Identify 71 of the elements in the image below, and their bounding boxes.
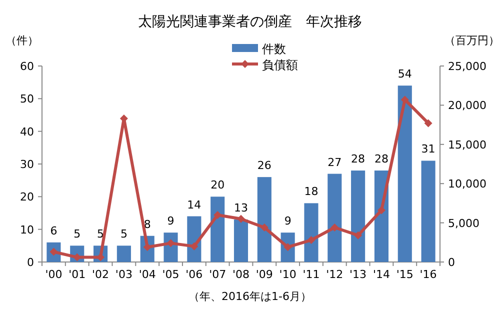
data-label: 9 <box>284 214 292 228</box>
data-label: 9 <box>167 214 174 228</box>
point <box>190 242 198 250</box>
point <box>307 236 316 244</box>
x-tick-label: '11 <box>302 268 320 281</box>
bar <box>421 160 436 262</box>
x-tick-label: '14 <box>372 268 390 281</box>
x-tick-label: '07 <box>209 268 226 281</box>
bar <box>116 246 131 262</box>
x-tick-label: '09 <box>256 268 273 281</box>
x-tick-label: '15 <box>396 268 414 281</box>
data-label: 27 <box>328 156 342 169</box>
data-label: 14 <box>187 198 202 212</box>
y2-tick-label: 20,000 <box>448 99 486 112</box>
data-label: 28 <box>374 152 388 166</box>
y2-tick-label: 10,000 <box>448 178 486 191</box>
x-tick-label: '12 <box>326 268 344 281</box>
point <box>260 224 268 232</box>
y2-tick-label: 25,000 <box>448 60 486 73</box>
legend-label: 負債額 <box>262 58 298 72</box>
y2-tick-label: 15,000 <box>448 138 486 152</box>
data-label: 6 <box>50 224 58 238</box>
bar <box>234 220 248 262</box>
y-tick-label: 40 <box>20 125 34 138</box>
point <box>377 206 386 214</box>
y-tick-label: 60 <box>20 60 34 73</box>
data-label: 18 <box>304 185 318 198</box>
y-tick-label: 10 <box>20 223 34 236</box>
data-label: 26 <box>257 159 272 172</box>
bar <box>304 203 318 262</box>
x-tick-label: '13 <box>350 268 367 281</box>
y2-tick-label: 0 <box>448 256 455 269</box>
x-tick-label: '16 <box>420 268 437 281</box>
x-tick-label: '03 <box>115 268 132 281</box>
data-label: 13 <box>234 202 248 215</box>
y-tick-label: 50 <box>20 92 34 106</box>
y-tick-label: 0 <box>27 256 34 269</box>
y-axis-title: （件） <box>6 34 38 47</box>
x-tick-label: '02 <box>92 268 110 281</box>
x-axis-title: （年、2016年は1-6月） <box>188 290 312 303</box>
y2-tick-label: 5,000 <box>448 216 480 230</box>
x-tick-label: '00 <box>45 268 62 281</box>
x-tick-label: '05 <box>162 268 180 281</box>
data-label: 5 <box>97 228 104 241</box>
bar <box>351 170 366 262</box>
bar <box>257 177 272 262</box>
point <box>400 96 409 104</box>
x-tick-label: '04 <box>138 268 156 281</box>
chart-title: 太陽光関連事業者の倒産 年次推移 <box>138 14 362 30</box>
x-tick-label: '01 <box>68 268 86 281</box>
data-label: 28 <box>351 152 366 166</box>
point <box>237 214 245 223</box>
y-tick-label: 30 <box>20 158 34 171</box>
x-tick-label: '10 <box>279 268 296 281</box>
x-tick-label: '06 <box>186 268 203 281</box>
y2-axis-title: （百万円） <box>444 34 500 47</box>
data-label: 5 <box>74 228 81 241</box>
point <box>354 231 362 240</box>
y-tick-label: 20 <box>20 190 34 204</box>
point <box>424 119 432 128</box>
data-label: 54 <box>398 68 412 81</box>
bar <box>328 174 342 262</box>
data-label: 8 <box>144 218 151 231</box>
x-tick-label: '08 <box>232 268 250 281</box>
bar <box>398 86 412 262</box>
bar <box>210 196 225 262</box>
data-label: 31 <box>421 142 436 156</box>
point <box>330 224 339 232</box>
legend-label: 件数 <box>262 42 286 56</box>
data-label: 5 <box>120 228 128 241</box>
data-label: 20 <box>210 178 225 192</box>
